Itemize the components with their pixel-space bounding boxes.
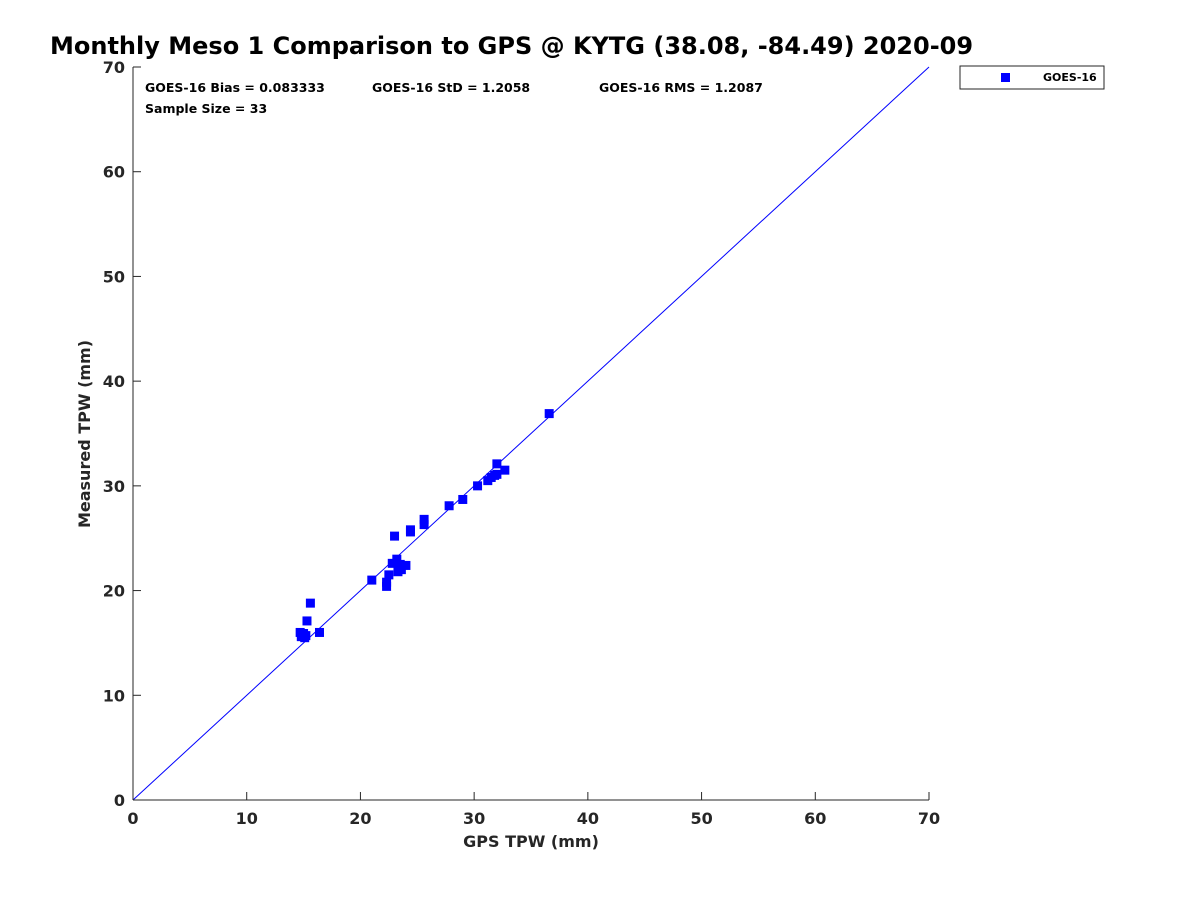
data-point bbox=[492, 469, 502, 479]
chart-title: Monthly Meso 1 Comparison to GPS @ KYTG … bbox=[50, 32, 973, 60]
legend-square-marker bbox=[1001, 73, 1010, 82]
one-to-one-line bbox=[132, 66, 930, 801]
y-tick-label: 60 bbox=[103, 163, 125, 182]
legend-box bbox=[959, 65, 1105, 90]
data-points bbox=[295, 409, 554, 643]
x-axis-ticks: 0 10 20 30 40 50 60 70 bbox=[127, 792, 940, 828]
x-tick-label: 70 bbox=[918, 809, 940, 828]
data-point bbox=[305, 598, 315, 608]
data-point bbox=[405, 525, 415, 535]
data-point bbox=[458, 494, 468, 504]
rms-annotation: GOES-16 RMS = 1.2087 bbox=[599, 80, 763, 95]
data-point bbox=[395, 559, 405, 569]
y-tick-label: 0 bbox=[114, 791, 125, 810]
sample-size-annotation: Sample Size = 33 bbox=[145, 101, 267, 116]
bias-annotation: GOES-16 Bias = 0.083333 bbox=[145, 80, 325, 95]
data-point bbox=[390, 531, 400, 541]
y-axis-label: Measured TPW (mm) bbox=[75, 340, 94, 528]
data-point bbox=[492, 459, 502, 469]
y-tick-label: 40 bbox=[103, 372, 125, 391]
x-tick-label: 50 bbox=[690, 809, 712, 828]
data-point bbox=[300, 633, 310, 643]
std-annotation: GOES-16 StD = 1.2058 bbox=[372, 80, 530, 95]
data-point bbox=[302, 616, 312, 626]
y-tick-label: 70 bbox=[103, 58, 125, 77]
y-tick-label: 30 bbox=[103, 477, 125, 496]
x-axis-label: GPS TPW (mm) bbox=[463, 832, 599, 851]
y-tick-label: 10 bbox=[103, 686, 125, 705]
reference-line-layer bbox=[132, 66, 930, 801]
data-point bbox=[419, 520, 429, 530]
y-tick-label: 20 bbox=[103, 582, 125, 601]
y-tick-label: 50 bbox=[103, 267, 125, 286]
x-tick-label: 10 bbox=[236, 809, 258, 828]
x-tick-label: 0 bbox=[127, 809, 138, 828]
data-point bbox=[444, 501, 454, 511]
data-point bbox=[500, 465, 510, 475]
data-point bbox=[392, 554, 402, 564]
data-point bbox=[419, 514, 429, 524]
data-point bbox=[396, 565, 406, 575]
data-point bbox=[367, 575, 377, 585]
data-point bbox=[382, 577, 392, 587]
data-point bbox=[401, 560, 411, 570]
y-axis-ticks: 0 10 20 30 40 50 60 70 bbox=[103, 58, 141, 810]
data-point bbox=[473, 481, 483, 491]
x-tick-label: 40 bbox=[577, 809, 599, 828]
x-tick-label: 20 bbox=[349, 809, 371, 828]
data-point bbox=[387, 558, 397, 568]
legend: GOES-16 bbox=[959, 65, 1105, 90]
legend-label: GOES-16 bbox=[1043, 71, 1097, 84]
data-point bbox=[544, 409, 554, 419]
data-point bbox=[384, 570, 394, 580]
x-tick-label: 60 bbox=[804, 809, 826, 828]
plot-area bbox=[132, 67, 929, 801]
x-tick-label: 30 bbox=[463, 809, 485, 828]
data-point bbox=[314, 627, 324, 637]
